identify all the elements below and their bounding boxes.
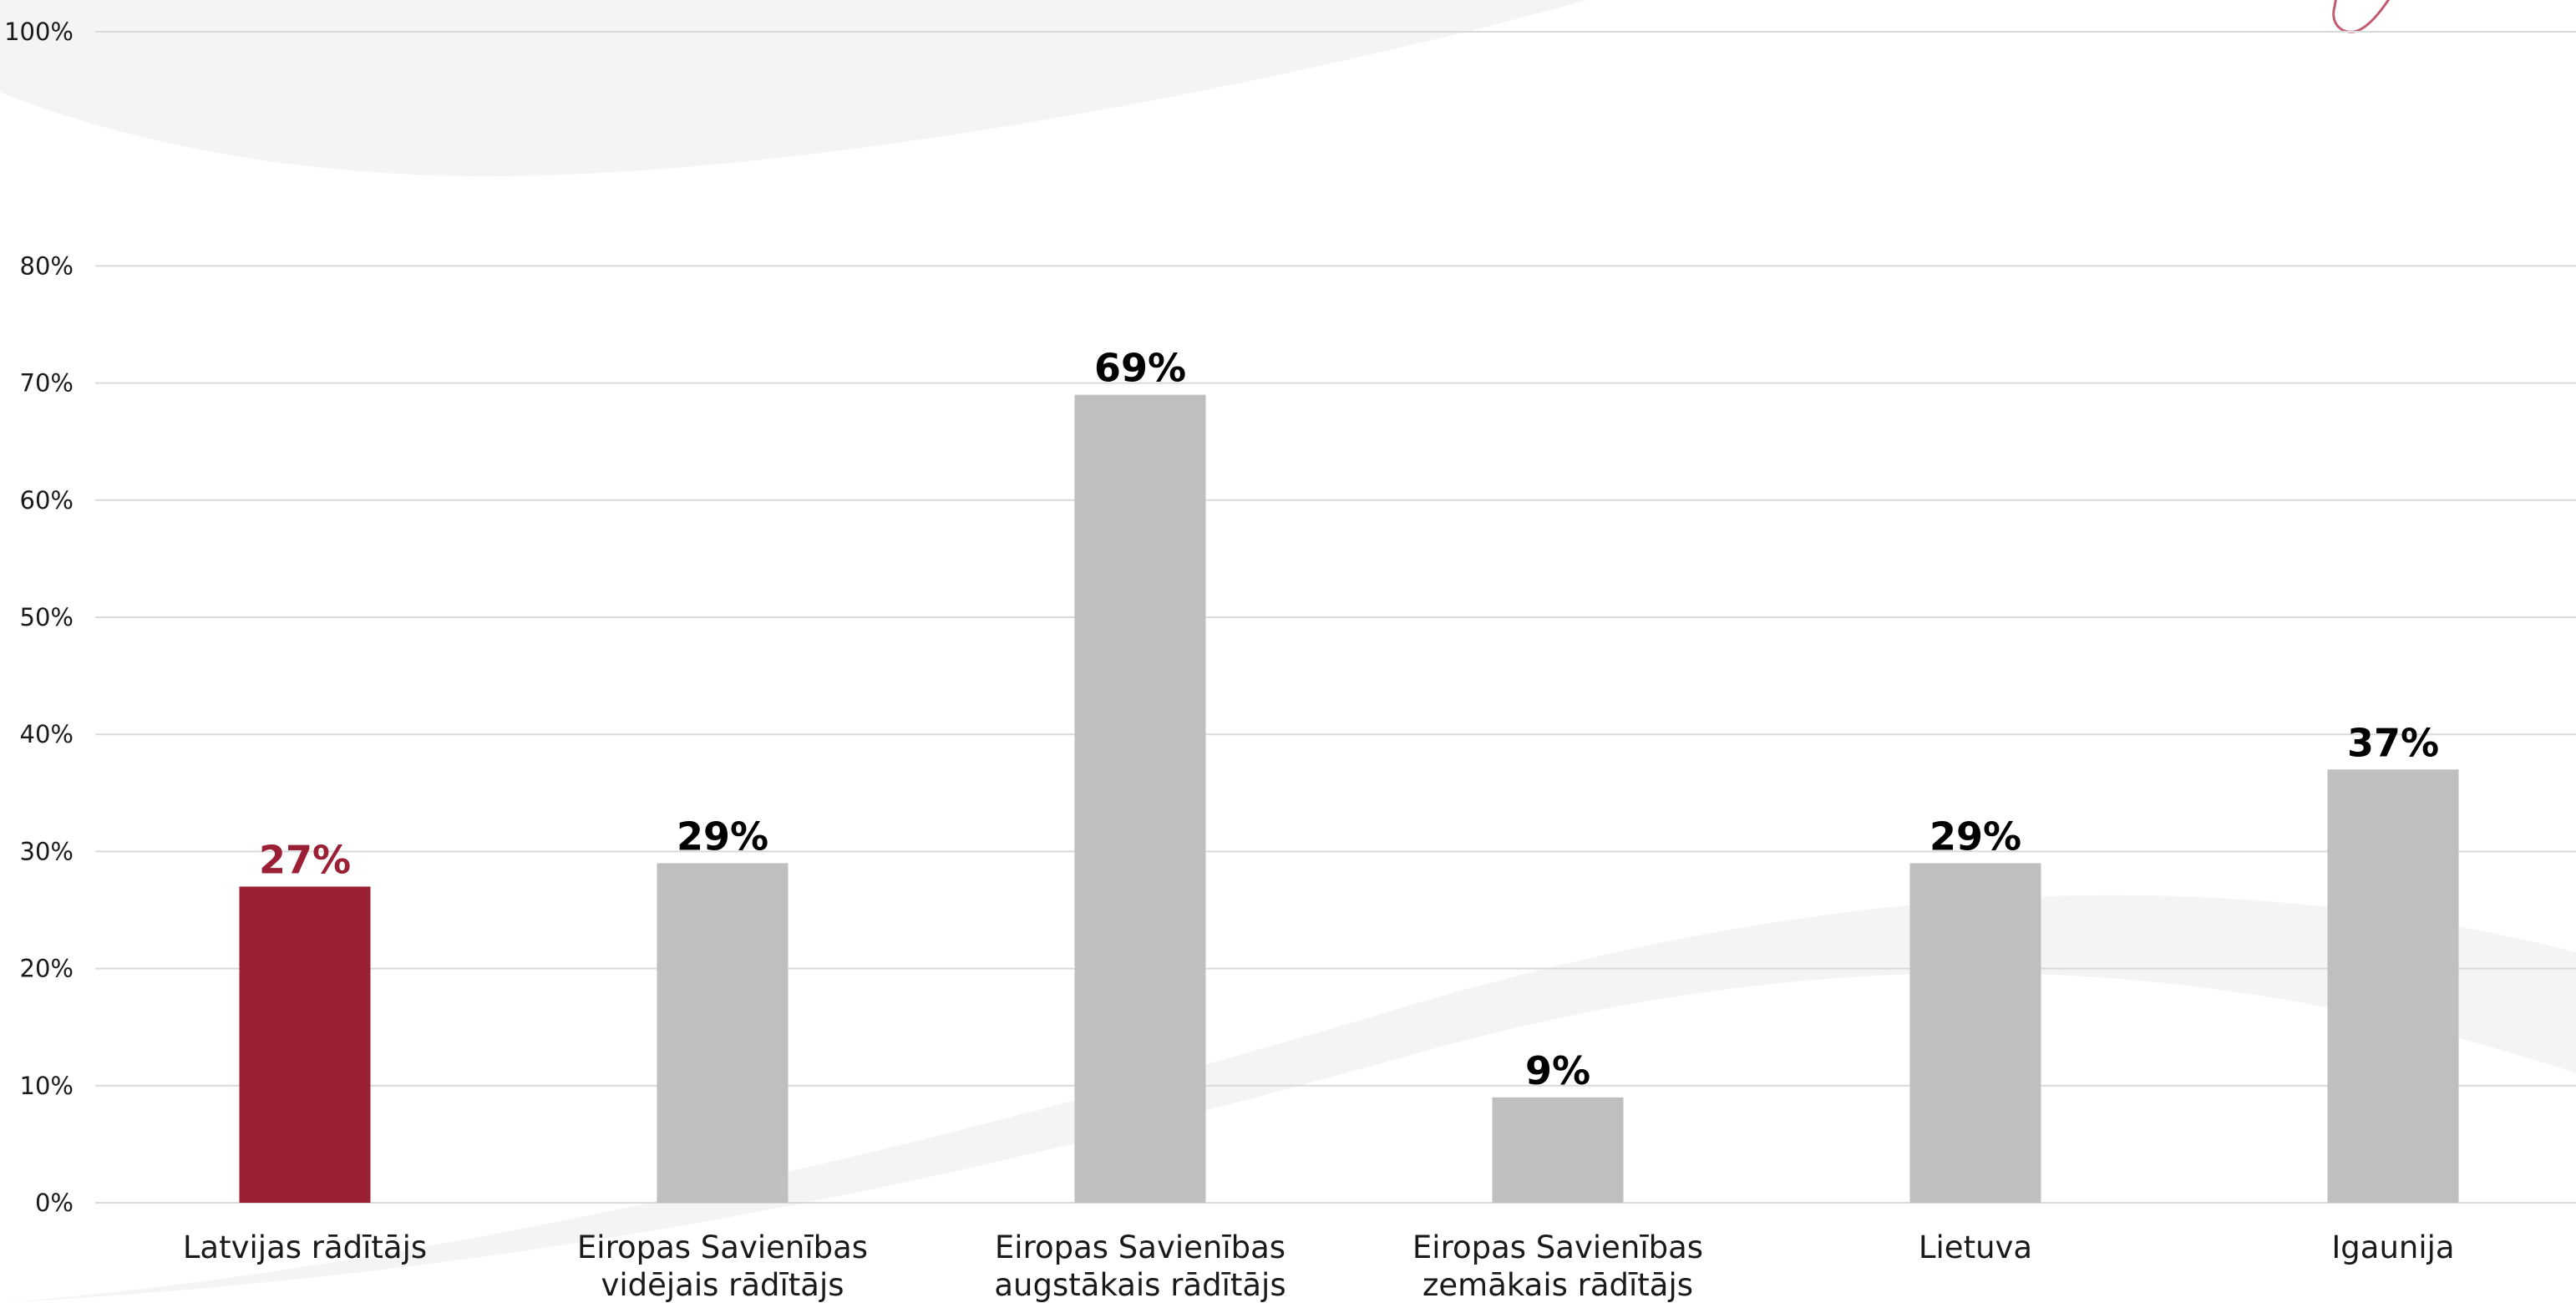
x-tick-label-line: augstākais rādītājs (994, 1267, 1285, 1303)
x-tick-label-line: vidējais rādītājs (601, 1267, 844, 1303)
data-label: 29% (677, 814, 768, 859)
y-tick-label: 60% (20, 486, 74, 515)
gridlines (95, 31, 2576, 1204)
x-tick-label: Igaunija (2331, 1229, 2454, 1265)
x-tick-label-line: Eiropas Savienības (1412, 1229, 1703, 1265)
bar (1074, 394, 1206, 1203)
bar (239, 886, 371, 1203)
y-tick-label: 80% (20, 251, 74, 280)
data-label: 69% (1094, 346, 1186, 391)
x-tick-label: Lietuva (1919, 1229, 2032, 1265)
x-tick-label-line: zemākais rādītājs (1422, 1267, 1693, 1303)
bar (1492, 1097, 1624, 1203)
x-tick-label-line: Lietuva (1919, 1229, 2032, 1265)
x-tick-label: Latvijas rādītājs (183, 1229, 427, 1265)
y-tick-label: 40% (20, 720, 74, 748)
y-tick-label: 100% (4, 18, 74, 46)
bars (239, 394, 2459, 1203)
bar (1909, 863, 2041, 1203)
data-label: 27% (259, 837, 351, 882)
data-label: 29% (1929, 814, 2021, 859)
data-label: 9% (1525, 1048, 1590, 1093)
background-swoosh-top (0, 0, 1587, 177)
y-tick-label: 50% (20, 603, 74, 631)
y-tick-label: 30% (20, 837, 74, 865)
x-tick-label: Eiropas Savienības vidējais rādītājs (577, 1229, 868, 1303)
logo-mark-icon (2332, 0, 2391, 33)
y-axis: 0% 10% 20% 30% 40% 50% 60% 70% 80% 100% (4, 18, 74, 1217)
x-tick-label-line: Eiropas Savienības (995, 1229, 1285, 1265)
x-tick-label-line: Igaunija (2331, 1229, 2454, 1265)
x-tick-label-line: Eiropas Savienības (577, 1229, 868, 1265)
y-tick-label: 20% (20, 955, 74, 983)
background-swoosh-bottom (0, 895, 2576, 1303)
x-tick-label: Eiropas Savienības augstākais rādītājs (994, 1229, 1285, 1303)
y-tick-label: 0% (35, 1189, 74, 1217)
x-tick-label-line: Latvijas rādītājs (183, 1229, 427, 1265)
x-tick-label: Eiropas Savienības zemākais rādītājs (1412, 1229, 1703, 1303)
bar (2327, 769, 2459, 1203)
x-axis: Latvijas rādītājs Eiropas Savienības vidēj… (183, 1229, 2455, 1303)
data-labels: 27% 29% 69% 9% 29% 37% (259, 346, 2439, 1093)
data-label: 37% (2347, 720, 2439, 765)
y-tick-label: 10% (20, 1072, 74, 1100)
bar (657, 863, 789, 1203)
y-tick-label: 70% (20, 369, 74, 398)
